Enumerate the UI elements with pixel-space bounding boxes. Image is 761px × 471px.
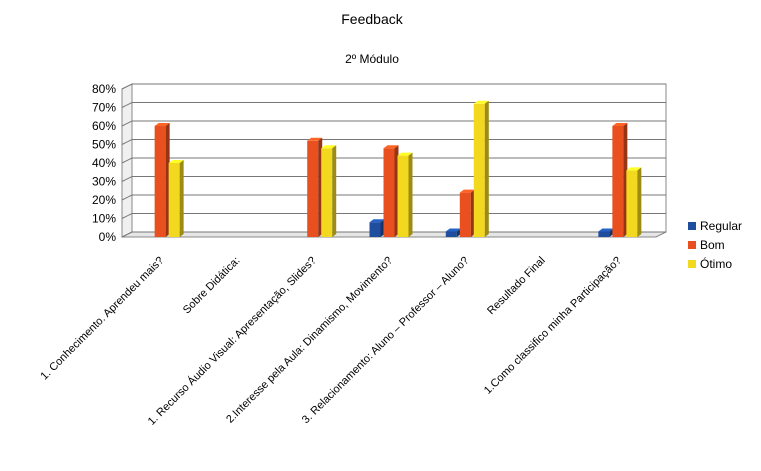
- bar-front: [459, 192, 471, 237]
- legend-label: Regular: [700, 219, 742, 233]
- bar: [168, 160, 184, 237]
- x-category-label: Resultado Final: [485, 255, 548, 318]
- bar-top: [154, 123, 170, 126]
- x-category-label: 1. Conhecimento. Aprendeu mais?: [38, 255, 166, 383]
- y-tick-label: 20%: [92, 193, 116, 207]
- gridline: [121, 83, 666, 90]
- bar-side: [484, 100, 489, 237]
- chart-title: Feedback: [341, 11, 403, 27]
- bar-front: [321, 148, 333, 237]
- bar-front: [445, 231, 457, 237]
- bar: [612, 123, 628, 237]
- bar-front: [626, 170, 638, 237]
- bar-top: [383, 145, 399, 149]
- bar-top: [626, 167, 642, 171]
- x-category-label: 2.Interesse pela Aula: Dinamismo, Movime…: [224, 255, 395, 426]
- bar-side: [179, 160, 184, 237]
- bar-top: [397, 152, 413, 156]
- y-tick-label: 30%: [92, 175, 116, 189]
- bar-top: [321, 145, 337, 149]
- bar-front: [473, 103, 485, 237]
- x-category-label: 1. Recurso Áudio Visual: Apresentação, S…: [145, 254, 319, 428]
- bar: [459, 189, 475, 237]
- bar-top: [612, 123, 628, 126]
- bar-front: [168, 163, 180, 237]
- x-category-label: 1.Como classifico minha Participação?: [482, 255, 624, 397]
- bar-side: [408, 152, 413, 237]
- bar: [383, 145, 399, 237]
- bar-top: [369, 219, 385, 223]
- bar-top: [598, 228, 614, 232]
- y-tick-label: 80%: [92, 82, 116, 96]
- bar-top: [445, 228, 461, 232]
- bar-top: [473, 100, 489, 104]
- legend-swatch: [688, 260, 696, 268]
- bar-front: [369, 222, 381, 237]
- y-tick-label: 40%: [92, 156, 116, 170]
- y-tick-label: 60%: [92, 119, 116, 133]
- bar-front: [598, 231, 610, 237]
- bar-top: [168, 160, 184, 163]
- chart-subtitle: 2º Módulo: [345, 52, 399, 66]
- bar-front: [612, 126, 624, 237]
- bar-front: [154, 126, 166, 237]
- bar: [321, 145, 337, 237]
- bar-top: [307, 137, 323, 141]
- legend-swatch: [688, 241, 696, 249]
- bar-front: [307, 140, 319, 237]
- bar-front: [383, 148, 395, 237]
- bar: [307, 137, 323, 237]
- legend: Regular Bom Ótimo: [688, 219, 742, 271]
- bar: [369, 219, 385, 237]
- bar-side: [637, 167, 642, 237]
- legend-label: Ótimo: [700, 256, 732, 271]
- x-category-label: Sobre Didática:: [181, 255, 243, 317]
- x-category-label: 3. Relacionamento: Aluno – Professor – A…: [300, 255, 472, 427]
- bar: [397, 152, 413, 237]
- y-tick-label: 50%: [92, 138, 116, 152]
- legend-label: Bom: [700, 238, 725, 252]
- bar-top: [459, 189, 475, 193]
- y-tick-label: 10%: [92, 212, 116, 226]
- bar: [154, 123, 170, 237]
- bar: [473, 100, 489, 237]
- bar-side: [332, 145, 337, 237]
- plot-area: 0% 10% 20% 30% 40% 50% 60% 70% 80% 1. Conheciment…: [38, 82, 667, 428]
- legend-swatch: [688, 222, 696, 230]
- y-tick-label: 0%: [99, 230, 117, 244]
- y-tick-label: 70%: [92, 101, 116, 115]
- bar-front: [397, 155, 409, 237]
- bar: [626, 167, 642, 237]
